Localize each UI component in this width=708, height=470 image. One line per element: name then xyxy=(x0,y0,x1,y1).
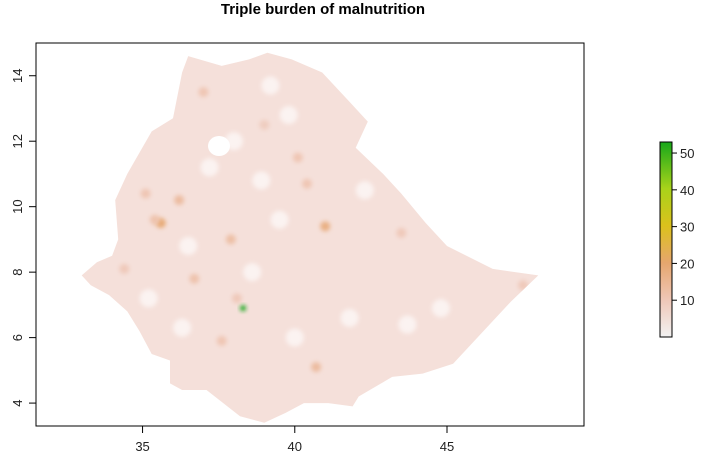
x-tick-label: 45 xyxy=(440,439,454,454)
light-spot xyxy=(139,289,158,308)
x-axis: 35 40 45 xyxy=(135,426,454,454)
plot-frame xyxy=(35,42,585,427)
hotspot-marker xyxy=(292,152,303,163)
light-spot xyxy=(340,308,359,327)
legend-ticks: 10 20 30 40 50 xyxy=(672,146,694,308)
no-data-gap xyxy=(208,136,230,156)
hotspot-marker xyxy=(301,178,312,189)
legend-tick-label: 50 xyxy=(680,146,694,161)
hotspot-marker xyxy=(198,87,209,98)
y-tick-label: 14 xyxy=(10,69,25,83)
y-tick-label: 12 xyxy=(10,134,25,148)
light-spot xyxy=(355,181,374,200)
hotspot-marker xyxy=(149,214,160,225)
hotspot-layer xyxy=(119,76,529,373)
y-tick-label: 8 xyxy=(10,269,25,276)
hotspot-marker xyxy=(518,280,529,291)
hotspot-marker xyxy=(231,293,242,304)
hotspot-marker xyxy=(140,188,151,199)
light-spot xyxy=(200,158,219,177)
y-tick-label: 4 xyxy=(10,399,25,406)
light-spot xyxy=(173,318,192,337)
hotspot-marker xyxy=(311,362,322,373)
light-spot xyxy=(179,236,198,255)
light-spot xyxy=(279,106,298,125)
hotspot-marker xyxy=(259,119,270,130)
light-spot xyxy=(398,315,417,334)
map-title: Triple burden of malnutrition xyxy=(221,1,425,18)
x-tick-label: 35 xyxy=(135,439,149,454)
y-tick-label: 6 xyxy=(10,334,25,341)
x-tick-label: 40 xyxy=(288,439,302,454)
legend-tick-label: 20 xyxy=(680,256,694,271)
legend-tick-label: 40 xyxy=(680,183,694,198)
hotspot-marker xyxy=(174,195,185,206)
hotspot-marker xyxy=(396,227,407,238)
hotspot-marker xyxy=(119,263,130,274)
y-axis: 4 6 8 10 12 14 xyxy=(10,69,36,407)
light-spot xyxy=(261,76,280,95)
legend-color-bar xyxy=(659,141,673,338)
light-spot xyxy=(431,299,450,318)
light-spot xyxy=(285,328,304,347)
light-spot xyxy=(270,210,289,229)
light-spot xyxy=(252,171,271,190)
legend-tick-label: 30 xyxy=(680,220,694,235)
light-spot xyxy=(243,263,262,282)
country-shape xyxy=(81,52,539,423)
color-legend: 10 20 30 40 50 xyxy=(659,141,694,338)
hotspot-marker xyxy=(225,234,236,245)
y-tick-label: 10 xyxy=(10,199,25,213)
hotspot-marker xyxy=(240,305,247,312)
hotspot-marker xyxy=(189,273,200,284)
legend-tick-label: 10 xyxy=(680,293,694,308)
hotspot-marker xyxy=(216,335,227,346)
hotspot-marker xyxy=(320,221,331,232)
map-panel xyxy=(81,52,539,423)
